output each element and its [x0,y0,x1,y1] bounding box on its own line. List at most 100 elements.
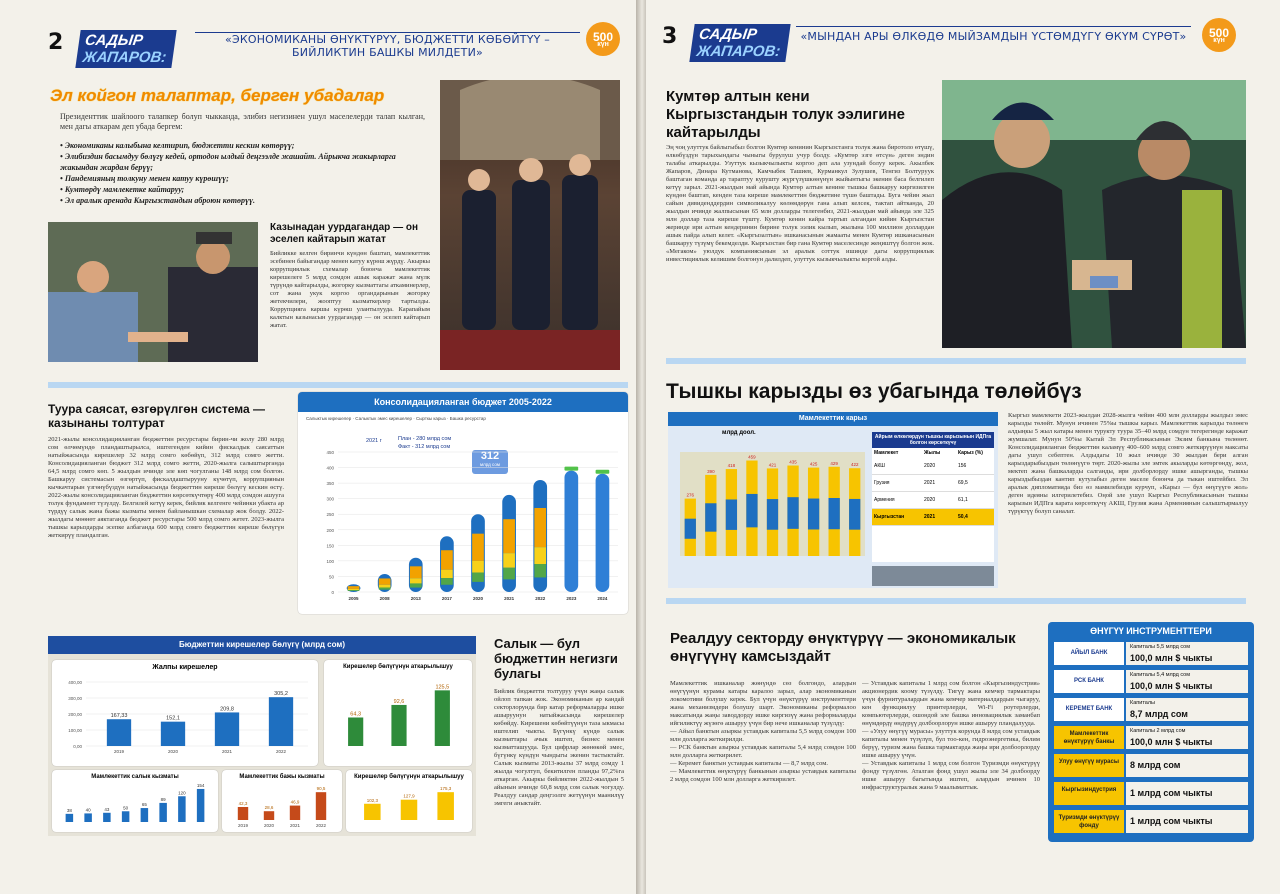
chart-bar-segment [441,578,453,585]
tool-name: Кыргызиндустрия [1054,782,1124,805]
anniversary-number: 500 [592,30,614,44]
tool-line2: 100,0 млн $ чыкты [1130,681,1213,691]
data-label: 429 [830,461,838,466]
chart-bar-cap [595,469,610,474]
tick-label: 300 [326,497,334,502]
customs-svg: 42,3 2019 28,6 2020 46,9 2021 90,5 2022 [237,786,327,828]
legend-item: Салыктык кирешелер [306,416,352,421]
debt-table-header: Мамлекет Жылы Карыз (%) [872,448,994,458]
header-quote: «ЭКОНОМИКАНЫ ӨНҮКТҮРҮҮ, БЮДЖЕТТИ КӨБӨЙТҮ… [225,33,550,59]
debt-chart-title: Мамлекеттик карыз [668,412,998,426]
tick-label: 450 [326,450,334,455]
tool-name: КЕРЕМЕТ БАНК [1054,698,1124,721]
chart-bar-segment [347,590,360,591]
tick-label: 0 [331,590,334,595]
chart-bar-segment [378,584,391,588]
table-row: АКШ 2020 156 [872,458,994,475]
table-cell: АКШ [874,463,885,469]
table-cell: 69,5 [958,480,968,486]
tool-line2: 8 млрд сом [1130,760,1181,770]
photo-meeting [48,222,258,362]
corruption-text: Бийликке келген биринчи күндөн баштап, м… [270,250,430,329]
chart-bar [595,473,610,592]
chart-bar-segment [347,588,360,591]
promises-list: Экономиканы калыбына келтирип, бюджетти … [60,140,430,206]
tool-name: Мамлекеттик өнүктүрүү банкы [1054,726,1124,749]
data-label: 435 [789,460,797,465]
table-header: Карыз (%) [958,450,983,456]
handover-illustration [942,80,1246,348]
list-item: Кумтөрдү мамлекетке кайтаруу; [60,184,430,195]
tick-label: 2019 [238,823,249,828]
data-label: 90,5 [317,786,326,791]
data-label: 418 [728,463,736,468]
policy-title: Туура саясат, өзгөрүлгөн система — казын… [48,402,266,430]
chart-bar-segment [472,560,484,573]
chart-bar-segment [503,519,515,554]
table-row: Армения 2020 61,1 [872,492,994,509]
badge-line: ЖАПАРОВ: [695,43,782,60]
revenue-panel-title: Бюджеттин кирешелер бөлүгү (млрд сом) [48,636,476,654]
data-label: 167,33 [111,713,128,719]
chart-bar [440,536,454,592]
revenue-exec2-svg: 102,3 127,9 175,3 [364,786,454,820]
tick-label: 150 [326,543,334,548]
debt-title: Тышкы карызды өз убагында төлөйбүз [666,380,1082,403]
consolidated-chart-panel: Консолидацияланган бюджет 2005-2022 Салы… [298,392,628,614]
total-revenue-svg: 400,00 300,00 200,00 100,00 0,00 167,33 2019 15… [68,680,308,754]
tool-row: РСК БАНК Капиталы 5,4 млрд сом 100,0 млн $… [1054,670,1248,693]
tool-row: КЕРЕМЕТ БАНК Капиталы 8,7 млрд сом [1054,698,1248,721]
chart-bar-segment [534,508,547,548]
data-label: 152,1 [166,716,180,722]
chart-bar [178,796,186,822]
year-note: 2021 г [366,438,382,444]
tick-label: 2020 [264,823,275,828]
table-cell: Кыргызстан [874,514,905,520]
fact-text: Факт - 312 млрд сом [398,444,451,450]
callout-box: 312 млрд сом [472,450,508,474]
tax-text: Бийлик бюджетти толтуруу үчүн жаңы салык… [494,688,624,807]
header-rule [195,32,580,33]
total-revenue-title: Жалпы кирешелер [152,664,218,671]
real-sector-text-1: Мамлекеттик ишканалар жөнүндө сөз болгон… [670,680,856,783]
table-cell: 50,4 [958,514,968,520]
tool-value: Капиталы 5,4 млрд сом 100,0 млн $ чыкты [1126,670,1248,693]
legend-item: Салыктык эмес кирешелер [355,416,412,421]
data-label: 421 [769,462,777,467]
consolidated-chart-svg: 0 50 100 150 200 250 300 350 400 450 2005 2008 2013 2… [326,450,618,601]
right-page: 3 САДЫР ЖАПАРОВ: «МЫНДАН АРЫ ӨЛКӨДӨ МЫЙЗ… [646,0,1280,894]
tick-label: 350 [326,481,334,486]
table-cell: Армения [874,497,895,503]
revenue-panel: Бюджеттин кирешелер бөлүгү (млрд сом) Жа… [48,636,476,836]
tick-label: 250 [326,512,334,517]
data-label: 43 [104,807,110,812]
chart-bar [196,788,205,822]
data-label: 425 [810,462,818,467]
chart-bar-segment [409,583,422,588]
tick-label: 2023 [566,596,577,601]
chart-bar [346,584,361,592]
tick-label: 2022 [535,596,546,601]
tool-value: 1 млрд сом чыкты [1126,782,1248,805]
tool-line2: 100,0 млн $ чыкты [1130,737,1213,747]
chart-bar [237,806,249,820]
tax-service-title: Мамлекеттик салык кызматы [91,774,179,780]
list-item: Экономиканы калыбына келтирип, бюджетти … [60,140,430,151]
header-quote: «МЫНДАН АРЫ ӨЛКӨДӨ МЫЙЗАМДЫН ҮСТӨМДҮГҮ Ө… [800,30,1187,43]
table-cell: 2021 [924,514,936,520]
chart-bar-segment [472,572,484,582]
tool-line2: 1 млрд сом чыкты [1130,788,1213,798]
tick-label: 2017 [442,596,453,601]
anniversary-number: 500 [1208,26,1230,40]
chart-bar [391,704,407,746]
tool-row: Улуу өнүгүү мурасы 8 млрд сом [1054,754,1248,777]
city-photo [872,566,994,586]
chart-bar-segment [828,497,840,530]
chart-bar-segment [472,533,484,561]
legend-item: Сырткы карыз [415,416,446,421]
tick-label: 2020 [168,749,179,754]
real-sector-text-2: — Уставдык капиталы 1 млрд сом болгон «К… [862,680,1040,791]
chart-bar-segment [684,518,696,539]
debt-table-title: Айрым өлкөлөрдүн тышкы карызынын ИДПга б… [872,432,994,448]
list-item: Элибиздин басымдуу бөлүгү кедей, ортодон… [60,151,430,173]
